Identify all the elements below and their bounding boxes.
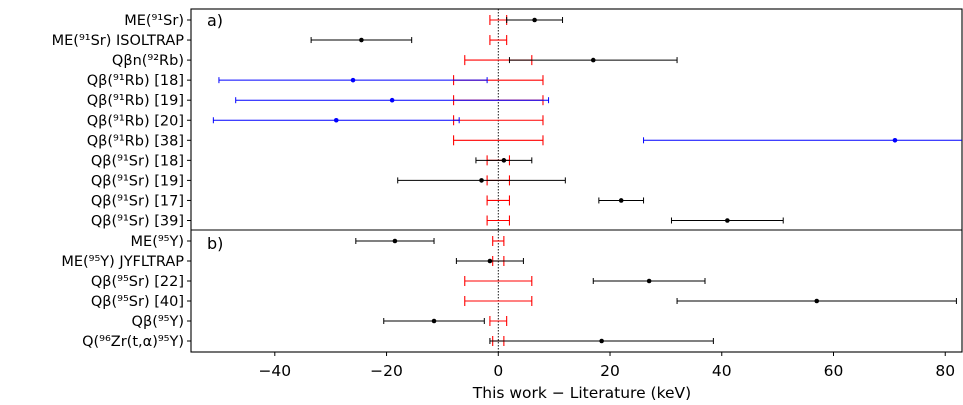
- row-label: Qβ(⁹¹Sr) [19]: [91, 173, 184, 189]
- row-label: Qβ(⁹⁵Sr) [22]: [91, 274, 184, 290]
- data-point: [350, 77, 356, 83]
- row-label: ME(⁹⁵Y): [131, 234, 184, 250]
- data-point: [333, 117, 339, 123]
- row-label: Qβ(⁹¹Sr) [18]: [91, 153, 184, 169]
- data-point: [479, 178, 484, 183]
- data-point: [431, 318, 437, 324]
- x-axis-title: This work − Literature (keV): [472, 384, 691, 402]
- data-point: [487, 258, 493, 264]
- row-label: Qβn(⁹²Rb): [112, 53, 184, 69]
- data-point: [725, 218, 730, 223]
- data-point: [590, 57, 596, 63]
- row-label: ME(⁹⁵Y) JYFLTRAP: [61, 254, 184, 270]
- row-label: Qβ(⁹¹Rb) [38]: [87, 133, 184, 149]
- x-tick-label: −40: [258, 362, 291, 380]
- data-point: [646, 278, 652, 284]
- data-point: [892, 138, 898, 143]
- x-tick-label: −20: [370, 362, 403, 380]
- x-tick-label: 80: [935, 362, 955, 380]
- row-label: Qβ(⁹¹Rb) [18]: [87, 73, 184, 89]
- plot-area: ME(⁹¹Sr) ME(⁹¹Sr) ISOLTRAP Qβn(⁹²Rb) Qβ(⁹¹R…: [52, 8, 963, 353]
- data-point: [359, 37, 364, 43]
- x-tick-label: 20: [600, 362, 620, 380]
- x-axis: −40 −20 0 20 40 60 80: [258, 352, 955, 380]
- row-label: Qβ(⁹⁵Y): [132, 314, 184, 330]
- row-label: ME(⁹¹Sr) ISOLTRAP: [52, 33, 185, 49]
- row-label: Qβ(⁹¹Rb) [19]: [87, 93, 184, 109]
- row-label: Qβ(⁹¹Sr) [39]: [91, 214, 184, 230]
- panel-b-label: b): [207, 234, 223, 253]
- data-point: [532, 17, 537, 23]
- data-point: [501, 158, 507, 163]
- data-point: [814, 298, 820, 304]
- data-point: [392, 238, 398, 244]
- x-tick-label: 40: [712, 362, 732, 380]
- x-tick-label: 0: [493, 362, 503, 380]
- row-label: ME(⁹¹Sr): [124, 13, 184, 29]
- data-point: [389, 97, 395, 103]
- data-point: [618, 198, 624, 203]
- row-label: Q(⁹⁶Zr(t,α)⁹⁵Y): [82, 334, 184, 350]
- row-label: Qβ(⁹¹Sr) [17]: [91, 193, 184, 209]
- row-label: Qβ(⁹⁵Sr) [40]: [91, 294, 184, 310]
- row-label: Qβ(⁹¹Rb) [20]: [87, 113, 184, 129]
- data-point: [599, 338, 604, 344]
- x-tick-label: 60: [824, 362, 844, 380]
- panel-a-label: a): [207, 11, 223, 30]
